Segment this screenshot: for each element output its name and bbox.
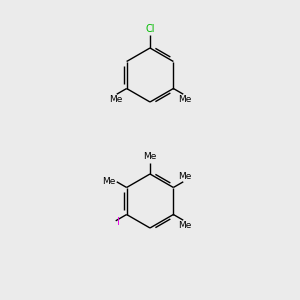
Text: Me: Me — [109, 95, 122, 104]
Text: Me: Me — [143, 152, 157, 161]
Text: Me: Me — [178, 221, 191, 230]
Text: Me: Me — [102, 176, 116, 185]
Text: Me: Me — [178, 95, 191, 104]
Text: Cl: Cl — [145, 25, 155, 34]
Text: Me: Me — [178, 172, 191, 181]
Text: I: I — [117, 217, 120, 227]
